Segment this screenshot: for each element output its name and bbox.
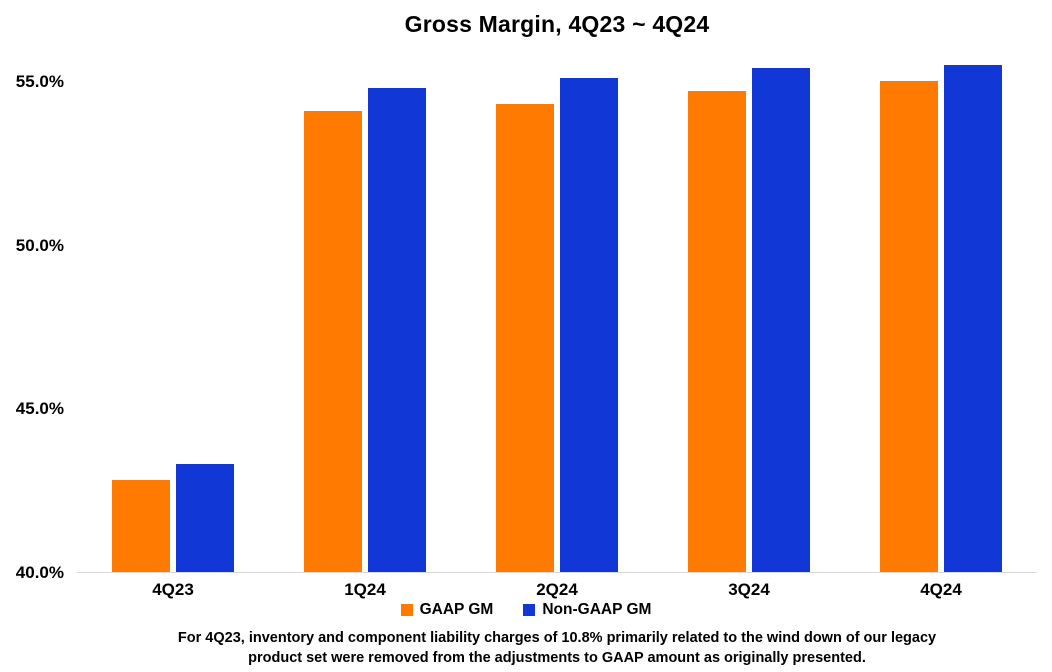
bar-non-gaap-gm-3q24 xyxy=(752,68,810,572)
bar-gaap-gm-3q24 xyxy=(688,91,746,572)
bar-gaap-gm-4q24 xyxy=(880,81,938,572)
legend: GAAP GM Non-GAAP GM xyxy=(0,601,1052,619)
y-tick-label: 50.0% xyxy=(15,235,64,255)
plot-area xyxy=(77,56,1037,573)
legend-swatch-icon xyxy=(400,604,413,616)
bar-non-gaap-gm-1q24 xyxy=(368,87,426,572)
legend-label: Non-GAAP GM xyxy=(542,601,652,618)
legend-label: GAAP GM xyxy=(419,601,494,618)
x-tick-label-4q23: 4Q23 xyxy=(152,580,194,599)
y-tick-label: 55.0% xyxy=(15,72,64,92)
legend-item-gaap-gm: GAAP GM xyxy=(400,601,494,619)
footnote-line-2: product set were removed from the adjust… xyxy=(248,650,866,666)
x-tick-label-2q24: 2Q24 xyxy=(536,580,578,599)
legend-swatch-icon xyxy=(523,604,536,616)
bar-non-gaap-gm-4q24 xyxy=(944,64,1002,572)
y-tick-label: 45.0% xyxy=(15,399,64,419)
footnote-line-1: For 4Q23, inventory and component liabil… xyxy=(177,630,937,646)
chart-title: Gross Margin, 4Q23 ~ 4Q24 xyxy=(404,11,710,37)
legend-item-non-gaap-gm: Non-GAAP GM xyxy=(523,601,651,619)
bar-gaap-gm-4q23 xyxy=(112,480,170,572)
x-tick-label-1q24: 1Q24 xyxy=(344,580,386,599)
chart-footnote: For 4Q23, inventory and component liabil… xyxy=(77,628,1037,668)
bar-gaap-gm-2q24 xyxy=(496,104,554,572)
x-tick-label-3q24: 3Q24 xyxy=(728,580,770,599)
bar-gaap-gm-1q24 xyxy=(304,110,362,572)
bar-non-gaap-gm-4q23 xyxy=(176,464,234,572)
y-tick-label: 40.0% xyxy=(15,563,64,582)
bar-non-gaap-gm-2q24 xyxy=(560,77,618,572)
x-tick-label-4q24: 4Q24 xyxy=(920,580,962,599)
